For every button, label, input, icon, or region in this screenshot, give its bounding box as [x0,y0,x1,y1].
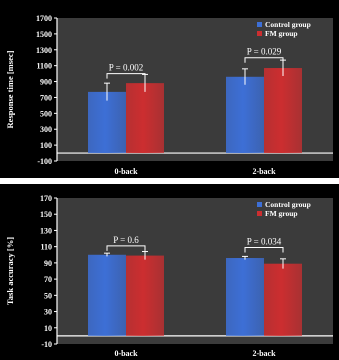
legend-swatch [257,202,262,207]
chart-panel-1: -100 100 300 500 700 900 1100 1300 1500 1700 Respo… [0,0,339,178]
bar-control-group-2-back [226,258,264,336]
bar-fm-group-2-back [264,263,302,336]
x-category-label: 0-back [114,167,138,176]
y-tick-label: 1100 [36,62,52,71]
y-tick-label: 10 [44,324,52,333]
significance-bracket [106,73,146,79]
legend-label: Control group [265,200,311,209]
legend-label: Control group [265,20,311,29]
y-tick-label: 900 [40,78,52,87]
y-tick-label: 300 [40,125,52,134]
y-tick-label: 50 [44,291,52,300]
legend-label: FM group [265,29,298,38]
legend-swatch [257,31,262,36]
y-axis-label: Task accuracy [%] [5,237,15,305]
y-tick-label: 90 [44,259,52,268]
significance-bracket [106,245,146,251]
x-category-label: 0-back [114,349,138,358]
p-value-label: P = 0.029 [247,47,282,57]
x-category-label: 2-back [252,349,276,358]
legend-swatch [257,211,262,216]
y-tick-label: 170 [40,194,52,203]
legend-swatch [257,22,262,27]
y-tick-label: 700 [40,93,52,102]
y-tick-label: 100 [40,141,52,150]
y-tick-label: 70 [44,275,52,284]
y-tick-label: -10 [41,340,52,349]
y-tick-label: 1300 [36,46,52,55]
p-value-label: P = 0.002 [109,63,144,73]
p-value-label: P = 0.034 [247,236,282,246]
legend-label: FM group [265,209,298,218]
p-value-label: P = 0.6 [113,235,139,245]
y-tick-label: 130 [40,226,52,235]
y-tick-label: 110 [40,243,52,252]
significance-bracket [244,246,284,253]
bar-fm-group-2-back [264,68,302,154]
bar-fm-group-0-back [126,83,164,154]
x-category-label: 2-back [252,167,276,176]
bar-control-group-2-back [226,76,264,154]
significance-bracket [244,57,284,63]
chart-panel-2: -10 10 30 50 70 90 110 130 150 170 Task accuracy [… [0,184,339,360]
y-tick-label: -100 [37,157,52,166]
bar-control-group-0-back [88,91,126,154]
y-tick-label: 30 [44,308,52,317]
y-tick-label: 150 [40,210,52,219]
y-tick-label: 1500 [36,30,52,39]
y-tick-label: 1700 [36,14,52,23]
bar-fm-group-0-back [126,255,164,336]
bar-control-group-0-back [88,254,126,336]
y-axis-label: Response time [msec] [5,50,15,128]
y-tick-label: 500 [40,109,52,118]
